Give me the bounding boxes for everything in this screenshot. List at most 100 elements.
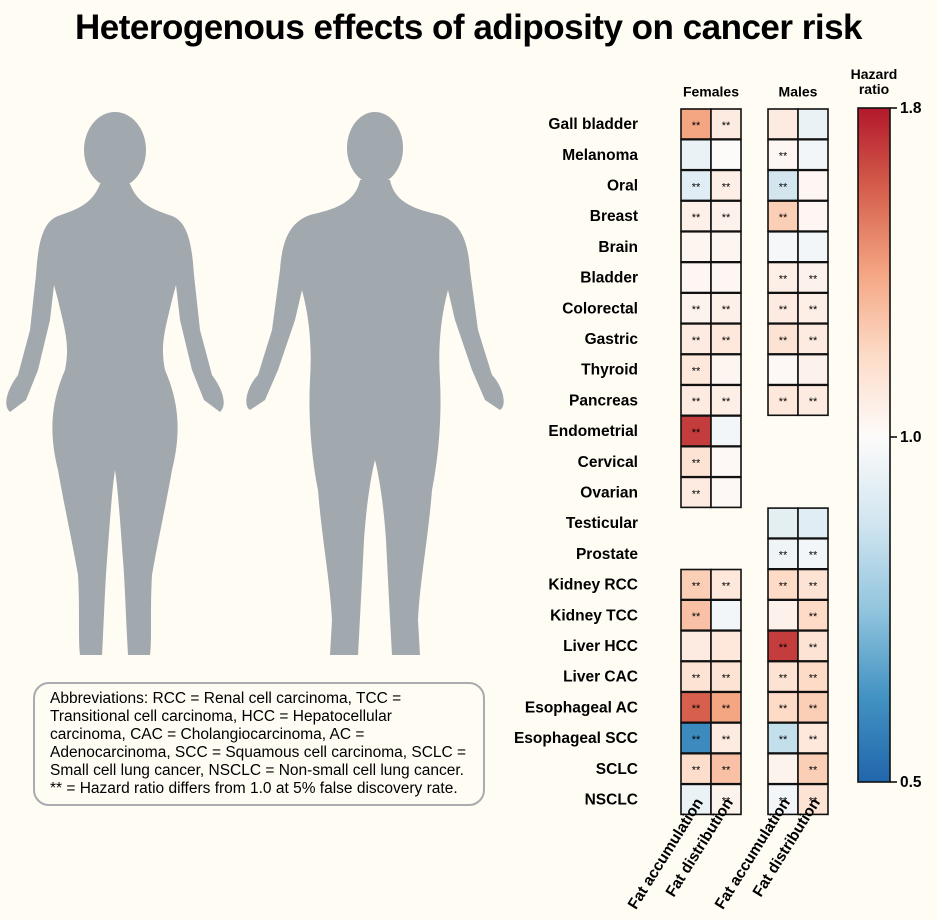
significance-label: ** [722,335,731,347]
heat-cell [710,261,742,294]
heat-cell [797,384,829,417]
significance-label: ** [779,642,788,654]
heat-cell [797,323,829,355]
row-label: Liver HCC [563,638,638,655]
significance-label: ** [692,427,701,439]
significance-label: ** [692,458,701,470]
significance-label: ** [809,703,818,715]
row-label: Kidney TCC [550,607,638,624]
significance-label: ** [692,366,701,378]
significance-label: ** [779,580,788,592]
heat-cell [680,630,712,662]
significance-label: ** [779,273,788,285]
row-label: Ovarian [580,484,638,501]
row-label: Prostate [576,546,638,563]
heat-cell [767,752,799,785]
heat-cell [710,568,742,601]
heat-cell [710,783,742,816]
significance-label: ** [809,765,818,777]
heat-cell [710,169,742,202]
male-body [246,180,504,655]
heat-cell [767,169,799,202]
significance-label: ** [692,765,701,777]
significance-label: ** [722,795,731,807]
significance-label: ** [722,580,731,592]
heat-cell [797,138,829,171]
heat-cell [680,660,712,693]
colorbar-label: Hazard ratio [850,66,898,97]
significance-label: ** [779,212,788,224]
significance-label: ** [779,673,788,685]
significance-label: ** [692,396,701,408]
significance-label: ** [722,304,731,316]
heat-cell [767,200,799,232]
heat-cell [797,752,829,785]
significance-label: ** [809,795,818,807]
silhouettes [6,112,504,655]
significance-label: ** [809,396,818,408]
row-label: Liver CAC [563,669,638,686]
heat-cell [710,200,742,232]
heat-cell [680,169,712,202]
significance-label: ** [692,488,701,500]
row-label: NSCLC [585,791,638,808]
heat-cell [797,691,829,724]
significance-label: ** [779,396,788,408]
significance-label: ** [779,335,788,347]
heat-cell [797,200,829,232]
significance-label: ** [779,550,788,562]
female-head [84,112,146,188]
significance-label: ** [779,734,788,746]
heat-cell [680,599,712,632]
female-body [6,184,224,655]
heat-cell [710,599,742,632]
row-label: Kidney RCC [548,577,638,594]
significance-label: ** [809,273,818,285]
heat-cell [767,660,799,693]
heat-cell [710,415,742,447]
significance-label: ** [809,642,818,654]
row-label: Endometrial [548,423,638,440]
row-label: Breast [590,208,638,225]
significance-label: ** [809,580,818,592]
significance-label: ** [692,181,701,193]
heat-cell [710,476,742,509]
row-label: SCLC [596,761,638,778]
significance-label: ** [692,120,701,132]
significance-label: ** [779,151,788,163]
heat-cell [797,353,829,386]
heat-cell [767,691,799,724]
significance-label: ** [809,550,818,562]
row-label: Colorectal [562,300,638,317]
row-label: Gall bladder [548,116,638,133]
row-label: Esophageal SCC [514,730,638,747]
chart-title: Heterogenous effects of adiposity on can… [74,8,863,47]
heat-cell [767,231,799,263]
significance-label: ** [692,304,701,316]
row-label: Melanoma [562,147,638,164]
heat-cell [767,783,799,816]
group-label: Females [683,84,739,100]
significance-label: ** [722,734,731,746]
heat-cell [680,476,712,509]
row-label: Pancreas [569,392,638,409]
heat-cell [767,353,799,386]
significance-label: ** [722,181,731,193]
colorbar-tick-label: 0.5 [900,774,922,791]
heat-cell [797,630,829,662]
significance-label: ** [809,335,818,347]
heat-cell [710,722,742,754]
heat-cell [797,261,829,294]
heat-cell [797,660,829,693]
significance-label: ** [692,673,701,685]
significance-label: ** [722,396,731,408]
row-label: Cervical [578,454,638,471]
row-label: Gastric [585,331,639,348]
significance-label: ** [692,212,701,224]
heat-cell [680,138,712,171]
significance-label: ** [692,703,701,715]
heat-cell [680,261,712,294]
abbreviations-note: Abbreviations: RCC = Renal cell carcinom… [33,682,485,806]
heat-cell [710,630,742,662]
